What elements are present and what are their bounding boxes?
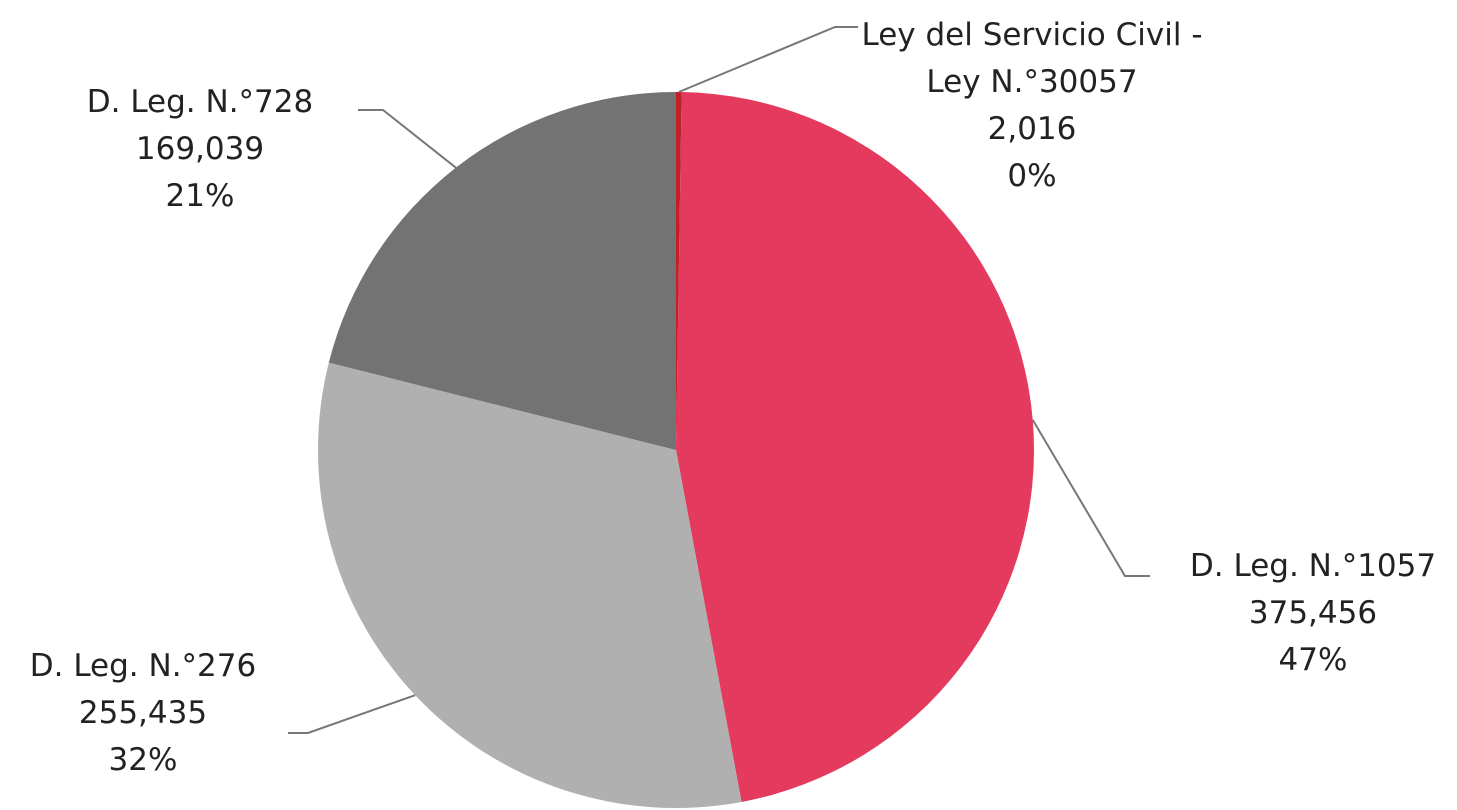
leader-line <box>288 694 416 734</box>
value-label: 169,039 <box>135 131 265 167</box>
category-label: D. Leg. N.°728 <box>86 84 314 120</box>
category-label: D. Leg. N.°1057 <box>1189 548 1437 584</box>
value-label: 375,456 <box>1248 595 1378 631</box>
slice <box>676 92 682 450</box>
slice <box>317 362 742 808</box>
percent-label: 32% <box>108 742 178 778</box>
percent-label: 0% <box>1007 158 1057 194</box>
percent-label: 21% <box>165 178 235 214</box>
category-label: Ley del Servicio Civil - Ley N.°30057 <box>861 17 1203 100</box>
leader-line <box>358 109 457 169</box>
slice-label: Ley del Servicio Civil - Ley N.°30057 2,0… <box>860 12 1205 200</box>
slice <box>328 92 676 450</box>
leader-line <box>678 26 858 93</box>
slice-label: D. Leg. N.°276 255,435 32% <box>0 643 293 784</box>
value-label: 2,016 <box>987 111 1077 147</box>
slice-label: D. Leg. N.°1057 375,456 47% <box>1148 543 1457 684</box>
slice <box>676 92 1034 802</box>
slice-label: D. Leg. N.°728 169,039 21% <box>50 79 350 220</box>
category-label: D. Leg. N.°276 <box>29 648 257 684</box>
value-label: 255,435 <box>78 695 208 731</box>
percent-label: 47% <box>1278 642 1348 678</box>
leader-line <box>1031 419 1150 577</box>
